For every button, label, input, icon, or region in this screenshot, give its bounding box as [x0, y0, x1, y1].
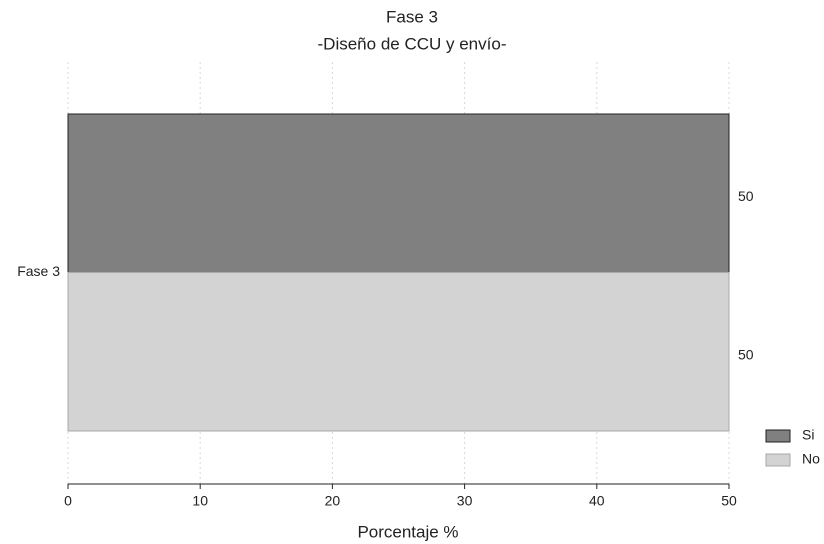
x-tick-label: 10 — [192, 493, 208, 509]
legend-swatch — [765, 453, 791, 467]
x-tick-label: 20 — [325, 493, 341, 509]
bar — [67, 272, 730, 432]
bar — [67, 113, 730, 273]
x-tick-label: 50 — [721, 493, 737, 509]
chart-title: Fase 3 — [386, 7, 438, 26]
chart-subtitle: -Diseño de CCU y envío- — [318, 34, 507, 53]
x-axis-label: Porcentaje % — [357, 522, 458, 541]
x-tick-label: 0 — [64, 493, 72, 509]
legend-swatch — [765, 429, 791, 443]
data-label: 50 — [738, 188, 754, 204]
legend-label: Si — [802, 427, 814, 443]
x-tick-label: 30 — [457, 493, 473, 509]
legend-label: No — [802, 451, 820, 467]
x-tick-label: 40 — [589, 493, 605, 509]
data-label: 50 — [738, 346, 754, 362]
y-tick-label: Fase 3 — [17, 263, 60, 279]
